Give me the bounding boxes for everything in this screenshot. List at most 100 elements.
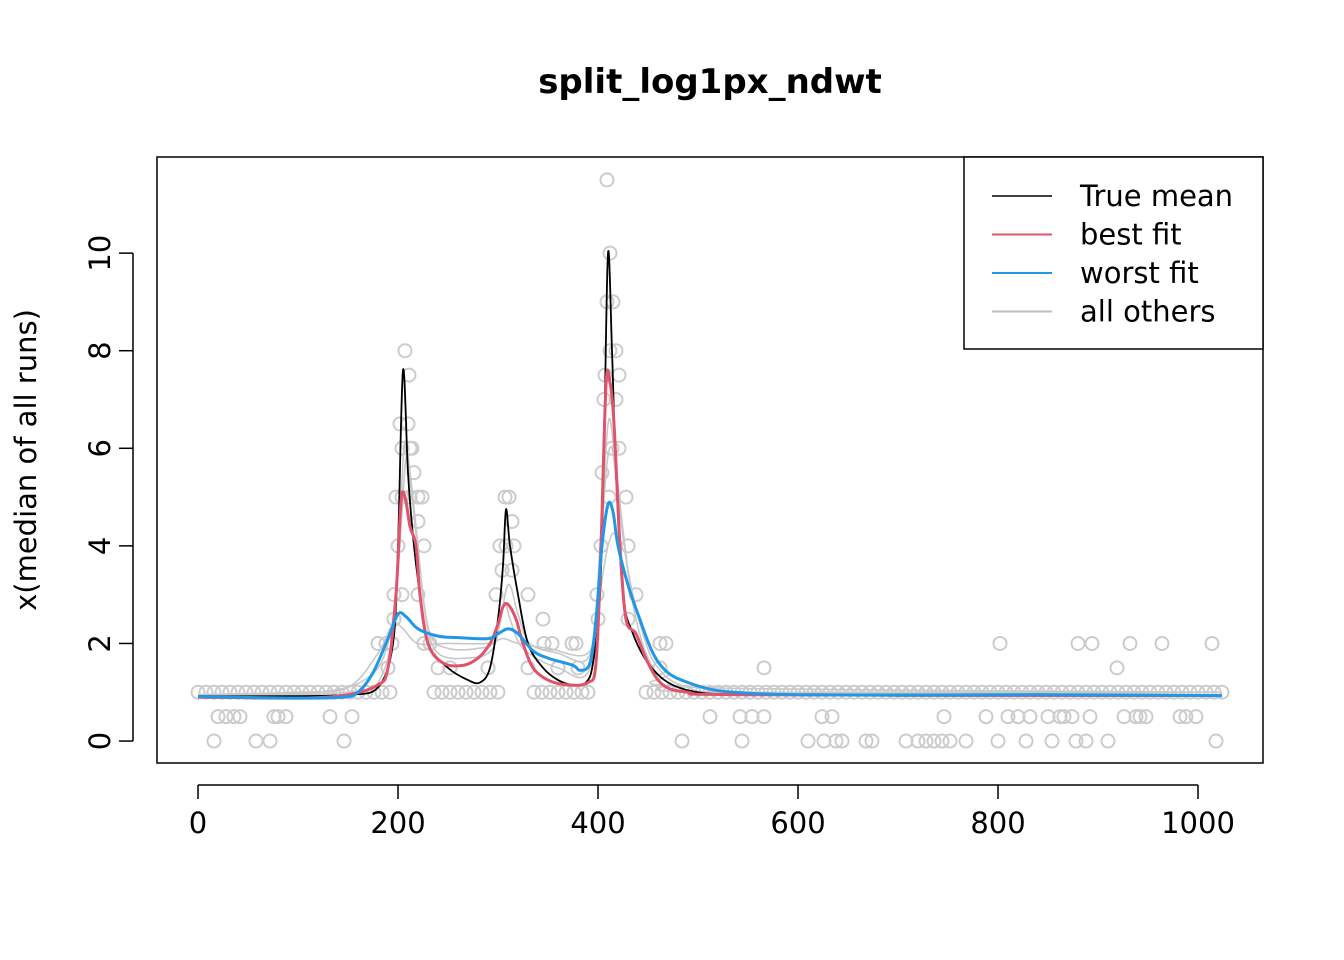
scatter-point	[800, 733, 816, 749]
scatter-point	[858, 733, 874, 749]
legend-label: best fit	[1080, 218, 1182, 252]
y-axis-label: x(median of all runs)	[9, 309, 43, 611]
scatter-point	[450, 684, 466, 700]
scatter-point	[1188, 709, 1204, 725]
scatter-point	[190, 684, 206, 700]
scatter-point	[458, 684, 474, 700]
scatter-point	[526, 684, 542, 700]
scatter-point	[564, 635, 580, 651]
scatter-point	[1138, 709, 1154, 725]
scatter-point	[1122, 635, 1138, 651]
scatter-point	[602, 245, 618, 261]
legend-label: True mean	[1079, 179, 1233, 213]
scatter-point	[1208, 733, 1224, 749]
scatter-point	[1000, 709, 1016, 725]
scatter-point	[1132, 709, 1148, 725]
y-tick-label: 2	[83, 634, 117, 652]
scatter-point	[990, 733, 1006, 749]
scatter-point	[466, 684, 482, 700]
scatter-point	[599, 172, 615, 188]
scatter-point	[824, 709, 840, 725]
scatter-point	[1204, 635, 1220, 651]
scatter-point	[226, 709, 242, 725]
scatter-point	[756, 709, 772, 725]
y-tick-label: 4	[83, 537, 117, 555]
scatter-point	[550, 684, 566, 700]
scatter-point	[926, 733, 942, 749]
scatter-point	[270, 709, 286, 725]
scatter-point	[580, 684, 596, 700]
scatter-point	[374, 684, 390, 700]
scatter-point	[910, 733, 926, 749]
scatter-point	[382, 684, 398, 700]
scatter-point	[262, 733, 278, 749]
scatter-point	[322, 709, 338, 725]
scatter-point	[416, 538, 432, 554]
scatter-point	[520, 587, 536, 603]
scatter-point	[206, 733, 222, 749]
scatter-point	[1022, 709, 1038, 725]
scatter-point	[992, 635, 1008, 651]
scatter-point	[501, 489, 517, 505]
scatter-point	[1056, 709, 1072, 725]
scatter-point	[1068, 733, 1084, 749]
scatter-point	[198, 684, 214, 700]
scatter-point	[834, 733, 850, 749]
scatter-point	[936, 709, 952, 725]
scatter-point	[506, 538, 522, 554]
scatter-point	[934, 733, 950, 749]
y-tick-label: 8	[83, 341, 117, 359]
series-line-best	[197, 368, 1223, 700]
scatter-point	[618, 489, 634, 505]
legend: True mean best fit worst fit all others	[963, 156, 1264, 350]
scatter-point	[404, 440, 420, 456]
scatter-point	[344, 709, 360, 725]
scatter-point	[442, 660, 458, 676]
legend-label: all others	[1080, 295, 1215, 329]
scatter-point	[232, 709, 248, 725]
y-tick-label: 6	[83, 439, 117, 457]
series-line-other	[197, 446, 1223, 696]
scatter-point	[646, 684, 662, 700]
scatter-point	[1078, 733, 1094, 749]
x-tick-label: 400	[570, 806, 625, 840]
series-line-other	[197, 532, 1223, 696]
y-tick-label: 0	[83, 732, 117, 750]
scatter-point	[864, 733, 880, 749]
scatter-point	[1018, 733, 1034, 749]
scatter-point	[482, 684, 498, 700]
x-tick-label: 0	[189, 806, 207, 840]
scatter-point	[498, 538, 514, 554]
scatter-point	[535, 611, 551, 627]
axes: 0 200 400 600 800 1000 0 2 4 6 8 10	[83, 235, 1235, 840]
scatter-point	[1070, 635, 1086, 651]
scatter-point	[602, 343, 618, 359]
scatter-point	[1154, 635, 1170, 651]
scatter-point	[658, 635, 674, 651]
scatter-point	[278, 709, 294, 725]
scatter-point	[608, 391, 624, 407]
legend-label: worst fit	[1080, 256, 1199, 290]
scatter-point	[497, 489, 513, 505]
scatter-point	[504, 562, 520, 578]
x-tick-label: 600	[770, 806, 825, 840]
scatter-point	[918, 733, 934, 749]
series-line-worst	[197, 500, 1223, 700]
scatter-point	[1172, 709, 1188, 725]
scatter-point	[1109, 660, 1125, 676]
scatter-point	[756, 660, 772, 676]
y-tick-label: 10	[83, 235, 117, 272]
plot-box	[156, 156, 1264, 764]
scatter-point	[814, 709, 830, 725]
plot-area	[190, 172, 1230, 749]
scatter-point	[958, 733, 974, 749]
scatter-point	[442, 684, 458, 700]
scatter-point	[394, 440, 410, 456]
scatter-point	[1044, 733, 1060, 749]
scatter-point	[426, 684, 442, 700]
scatter-point	[978, 709, 994, 725]
scatter-point	[397, 343, 413, 359]
scatter-point	[942, 733, 958, 749]
scatter-point	[702, 709, 718, 725]
